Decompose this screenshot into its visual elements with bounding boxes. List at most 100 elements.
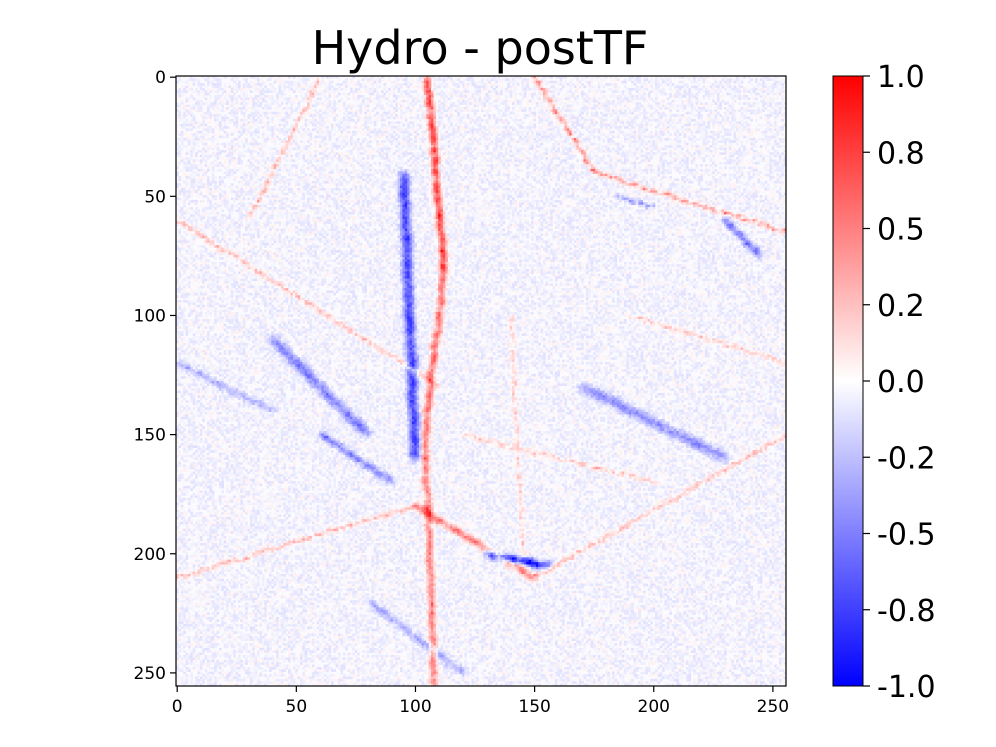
heatmap-cell [603,133,606,136]
heatmap-cell [269,78,272,81]
heatmap-cell [333,145,336,148]
heatmap-cell [548,112,551,115]
heatmap-cell [233,138,236,141]
heatmap-cell [776,138,779,141]
heatmap-cell [247,114,250,117]
heatmap-cell [324,93,327,96]
heatmap-cell [369,117,372,120]
heatmap-cell [712,97,715,100]
heatmap-cell [412,143,415,146]
heatmap-cell [181,114,184,117]
heatmap-cell [726,117,729,120]
heatmap-cell [488,97,491,100]
heatmap-cell [734,81,737,84]
heatmap-cell [502,107,505,110]
heatmap-cell [781,119,784,122]
heatmap-cell [705,102,708,105]
heatmap-cell [236,88,239,91]
heatmap-cell [781,100,784,103]
heatmap-cell [600,97,603,100]
heatmap-cell [410,114,413,117]
heatmap-cell [488,131,491,134]
heatmap-cell [295,143,298,146]
heatmap-cell [514,117,517,120]
heatmap-cell [345,86,348,89]
heatmap-cell [431,100,434,103]
heatmap-cell [626,121,629,124]
heatmap-cell [514,133,517,136]
heatmap-cell [293,126,296,129]
heatmap-cell [348,121,351,124]
heatmap-cell [217,86,220,89]
heatmap-cell [655,105,658,108]
heatmap-cell [250,124,253,127]
heatmap-cell [593,114,596,117]
heatmap-cell [288,145,291,148]
heatmap-cell [667,119,670,122]
heatmap-cell [281,119,284,122]
heatmap-cell [545,126,548,129]
heatmap-cell [369,128,372,131]
heatmap-cell [607,105,610,108]
heatmap-cell [429,93,432,96]
heatmap-cell [724,145,727,148]
heatmap-cell [207,81,210,84]
heatmap-cell [412,128,415,131]
heatmap-cell [779,119,782,122]
heatmap-cell [407,138,410,141]
heatmap-cell [238,88,241,91]
heatmap-cell [250,100,253,103]
heatmap-cell [269,138,272,141]
heatmap-cell [481,90,484,93]
heatmap-cell [350,126,353,129]
heatmap-cell [650,131,653,134]
heatmap-cell [283,97,286,100]
heatmap-cell [622,114,625,117]
heatmap-cell [457,114,460,117]
heatmap-cell [383,145,386,148]
heatmap-cell [731,86,734,89]
heatmap-cell [379,131,382,134]
heatmap-cell [329,83,332,86]
heatmap-cell [672,107,675,110]
heatmap-cell [557,147,560,150]
heatmap-cell [755,126,758,129]
heatmap-cell [745,136,748,139]
heatmap-cell [333,126,336,129]
heatmap-cell [655,102,658,105]
heatmap-cell [631,136,634,139]
heatmap-cell [398,143,401,146]
heatmap-cell [745,140,748,143]
heatmap-cell [460,117,463,120]
heatmap-cell [295,83,298,86]
heatmap-cell [183,124,186,127]
heatmap-cell [748,81,751,84]
heatmap-cell [207,136,210,139]
heatmap-cell [753,88,756,91]
heatmap-cell [624,136,627,139]
heatmap-cell [471,131,474,134]
heatmap-cell [660,117,663,120]
heatmap-cell [407,126,410,129]
heatmap-cell [679,88,682,91]
heatmap-cell [643,133,646,136]
heatmap-cell [474,102,477,105]
heatmap-cell [529,107,532,110]
heatmap-cell [700,102,703,105]
heatmap-cell [574,100,577,103]
heatmap-cell [247,97,250,100]
heatmap-cell [336,147,339,150]
heatmap-cell [448,126,451,129]
heatmap-cell [393,88,396,91]
heatmap-cell [760,95,763,98]
heatmap-cell [307,124,310,127]
heatmap-cell [583,100,586,103]
heatmap-cell [574,138,577,141]
heatmap-cell [698,83,701,86]
heatmap-cell [224,102,227,105]
heatmap-cell [543,133,546,136]
heatmap-cell [181,136,184,139]
heatmap-cell [424,114,427,117]
heatmap-cell [576,78,579,81]
heatmap-cell [600,112,603,115]
